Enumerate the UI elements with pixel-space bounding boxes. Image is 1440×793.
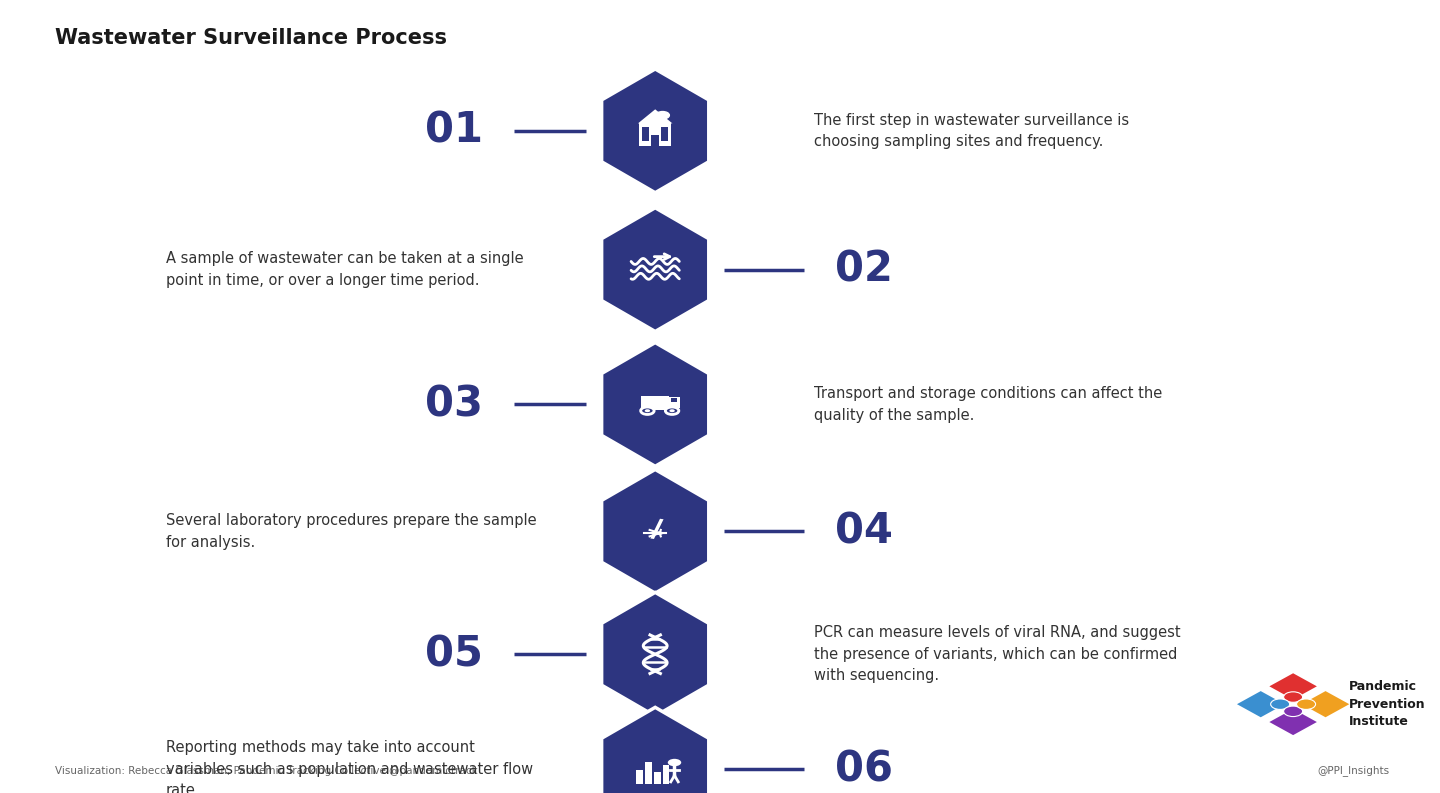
Bar <box>645 762 652 784</box>
Text: Several laboratory procedures prepare the sample
for analysis.: Several laboratory procedures prepare th… <box>166 513 536 550</box>
Circle shape <box>1283 691 1303 703</box>
Text: 06: 06 <box>835 749 893 790</box>
Circle shape <box>645 409 649 412</box>
Circle shape <box>1270 699 1290 710</box>
Text: @PPI_Insights: @PPI_Insights <box>1318 764 1390 776</box>
Bar <box>664 764 670 784</box>
Text: 02: 02 <box>835 249 893 290</box>
Text: Reporting methods may take into account
variables such as population and wastewa: Reporting methods may take into account … <box>166 740 533 793</box>
Polygon shape <box>602 208 708 331</box>
Circle shape <box>657 531 662 535</box>
Text: Visualization: Rebecca Glassman, Pandemic Tracking Collective @pandemictrack: Visualization: Rebecca Glassman, Pandemi… <box>55 765 478 776</box>
Bar <box>642 127 649 133</box>
Polygon shape <box>602 69 708 193</box>
Text: Transport and storage conditions can affect the
quality of the sample.: Transport and storage conditions can aff… <box>814 386 1162 423</box>
Polygon shape <box>602 592 708 716</box>
Text: 04: 04 <box>835 511 893 552</box>
Polygon shape <box>602 469 708 593</box>
Polygon shape <box>602 707 708 793</box>
Bar <box>668 397 680 408</box>
Bar <box>651 135 660 146</box>
Text: PCR can measure levels of viral RNA, and suggest
the presence of variants, which: PCR can measure levels of viral RNA, and… <box>814 625 1181 684</box>
Bar <box>636 770 642 784</box>
Bar <box>661 134 668 141</box>
Polygon shape <box>1270 709 1316 735</box>
Circle shape <box>641 407 654 415</box>
Text: 05: 05 <box>425 634 482 675</box>
Text: Pandemic
Prevention
Institute: Pandemic Prevention Institute <box>1349 680 1426 728</box>
Circle shape <box>1296 699 1316 710</box>
Bar <box>642 134 649 141</box>
Polygon shape <box>638 109 672 124</box>
Polygon shape <box>1237 691 1284 717</box>
Bar <box>651 519 664 539</box>
Circle shape <box>1283 706 1303 717</box>
Bar <box>661 127 668 133</box>
Circle shape <box>668 759 681 766</box>
Circle shape <box>665 407 678 415</box>
Text: A sample of wastewater can be taken at a single
point in time, or over a longer : A sample of wastewater can be taken at a… <box>166 251 523 288</box>
Polygon shape <box>1302 691 1349 717</box>
Circle shape <box>670 409 675 412</box>
Text: 01: 01 <box>425 110 482 151</box>
Bar <box>671 397 677 402</box>
Circle shape <box>655 112 670 119</box>
Bar <box>641 396 670 410</box>
Text: Wastewater Surveillance Process: Wastewater Surveillance Process <box>55 28 446 48</box>
Text: 03: 03 <box>425 384 482 425</box>
Polygon shape <box>1270 673 1316 699</box>
Polygon shape <box>602 343 708 466</box>
Bar <box>639 124 671 146</box>
Text: The first step in wastewater surveillance is
choosing sampling sites and frequen: The first step in wastewater surveillanc… <box>814 113 1129 149</box>
Bar <box>654 772 661 784</box>
